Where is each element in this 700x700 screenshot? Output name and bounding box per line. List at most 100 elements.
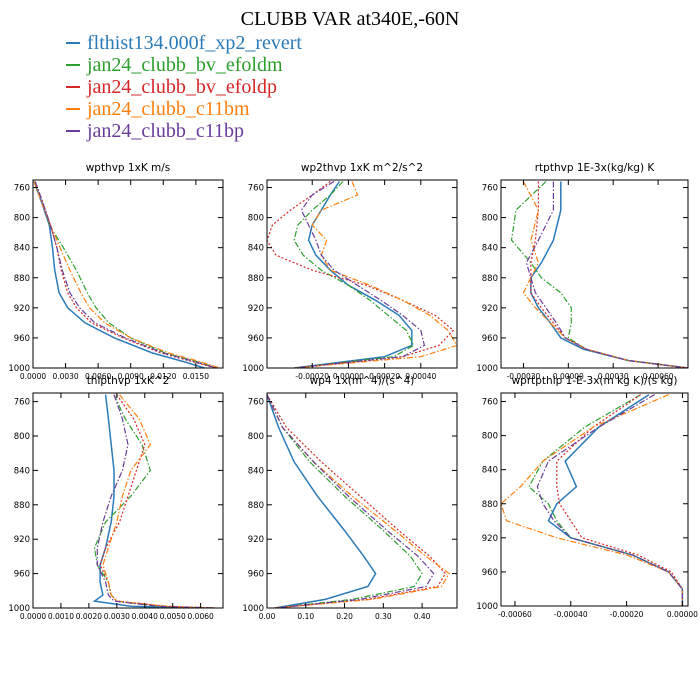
plot-frame — [266, 179, 458, 369]
y-tick-label: 1000 — [8, 604, 30, 614]
y-tick-label: 880 — [482, 500, 498, 510]
x-tick-label: 0.00040 — [405, 372, 436, 381]
series-line — [33, 181, 220, 368]
y-tick-label: 1000 — [8, 364, 30, 374]
figure-title: CLUBB VAR at340E,-60N — [240, 8, 460, 30]
x-tick-label: -0.00020 — [295, 372, 329, 381]
y-tick-label: 960 — [248, 334, 264, 344]
x-tick-label: -0.00020 — [610, 610, 644, 619]
y-tick-label: 800 — [14, 432, 30, 442]
y-tick-label: 920 — [14, 304, 30, 314]
x-tick-label: -0.00030 — [507, 372, 541, 381]
y-tick-label: 800 — [248, 214, 264, 224]
series-line — [99, 394, 215, 608]
plot-frame — [32, 179, 224, 369]
series-line — [536, 394, 684, 606]
x-tick-label: 0.0000 — [20, 612, 46, 621]
x-tick-label: 0.00030 — [598, 372, 629, 381]
plot-frame — [500, 179, 689, 369]
series-line — [530, 181, 688, 368]
y-tick-label: 840 — [14, 244, 30, 254]
legend-line-icon — [66, 130, 80, 132]
series-line — [33, 181, 205, 368]
legend-item: jan24_clubb_c11bp — [66, 120, 302, 142]
series-line — [294, 181, 413, 368]
plot-frame — [500, 392, 689, 607]
x-tick-label: 0.00060 — [643, 372, 674, 381]
legend-label: flthist134.000f_xp2_revert — [87, 31, 302, 54]
subplot-title: thlpthvp 1xK^2 — [87, 375, 170, 387]
series-line — [93, 394, 215, 608]
subplot-title: wpthvp 1xK m/s — [86, 162, 171, 174]
subplot: wp4 1x(m^4)/(s^4)76080084088092096010000… — [242, 375, 458, 621]
y-tick-label: 960 — [482, 334, 498, 344]
series-line — [556, 394, 684, 606]
y-tick-label: 760 — [248, 398, 264, 408]
x-tick-label: 0.00000 — [667, 610, 698, 619]
series-line — [267, 394, 435, 608]
y-tick-label: 840 — [482, 244, 498, 254]
x-tick-label: 0.0010 — [48, 612, 74, 621]
y-tick-label: 960 — [14, 570, 30, 580]
subplot-title: rtpthvp 1E-3x(kg/kg) K — [535, 162, 656, 174]
subplot: wpthvp 1xK m/s76080084088092096010000.00… — [8, 162, 224, 381]
y-tick-label: 840 — [248, 244, 264, 254]
subplot-title: wp4 1x(m^4)/(s^4) — [310, 375, 415, 387]
x-tick-label: 0.0030 — [104, 612, 130, 621]
y-tick-label: 800 — [482, 432, 498, 442]
series-line — [528, 394, 684, 606]
y-tick-label: 760 — [14, 398, 30, 408]
x-tick-label: 0.30 — [375, 612, 392, 621]
series-line — [267, 181, 455, 368]
plot-frame — [266, 392, 458, 609]
y-tick-label: 840 — [248, 466, 264, 476]
legend-item: jan24_clubb_bv_efoldm — [66, 54, 302, 76]
x-tick-label: 0.10 — [297, 612, 314, 621]
x-tick-label: 0.0060 — [85, 372, 111, 381]
y-tick-label: 760 — [248, 184, 264, 194]
y-tick-label: 1000 — [242, 364, 264, 374]
legend-line-icon — [66, 108, 80, 110]
x-tick-label: 0.0120 — [150, 372, 176, 381]
y-tick-label: 1000 — [242, 604, 264, 614]
legend-line-icon — [66, 42, 80, 44]
series-line — [267, 394, 447, 608]
y-tick-label: 960 — [14, 334, 30, 344]
subplot: rtpthvp 1E-3x(kg/kg) K 760 800 840 880 920 960… — [476, 162, 689, 381]
subplot: wp2thvp 1xK m^2/s^2 760 800 840 880 920 960 100… — [242, 162, 458, 381]
x-tick-label: 0.00000 — [553, 372, 584, 381]
y-tick-label: 920 — [482, 534, 498, 544]
y-tick-label: 800 — [14, 214, 30, 224]
y-tick-label: 880 — [248, 501, 264, 511]
legend-item: jan24_clubb_c11bm — [66, 98, 302, 120]
x-tick-label: 0.20 — [336, 612, 353, 621]
x-tick-label: -0.00060 — [498, 610, 532, 619]
y-tick-label: 920 — [14, 535, 30, 545]
y-tick-label: 800 — [482, 214, 498, 224]
y-tick-label: 1000 — [476, 364, 498, 374]
y-tick-label: 840 — [482, 466, 498, 476]
subplot: wprtpthlp 1-E-3x(m kg K)/(s kg) 760 800 840… — [476, 375, 698, 619]
series-line — [267, 394, 377, 608]
y-tick-label: 760 — [482, 398, 498, 408]
y-tick-label: 760 — [482, 184, 498, 194]
series-line — [294, 181, 457, 368]
x-tick-label: 0.00000 — [333, 372, 364, 381]
plot-frame — [32, 392, 224, 609]
series-line — [34, 181, 216, 368]
series-line — [530, 181, 688, 368]
series-line — [522, 181, 688, 368]
legend-line-icon — [66, 64, 80, 66]
legend-label: jan24_clubb_bv_efoldp — [87, 75, 277, 98]
legend-label: jan24_clubb_c11bm — [87, 97, 250, 120]
x-tick-label: 0.00 — [259, 612, 276, 621]
legend-label: jan24_clubb_bv_efoldm — [87, 53, 283, 76]
y-tick-label: 880 — [14, 274, 30, 284]
x-tick-label: 0.00020 — [369, 372, 400, 381]
y-tick-label: 960 — [248, 570, 264, 580]
legend-item: flthist134.000f_xp2_revert — [66, 32, 302, 54]
y-tick-label: 800 — [248, 432, 264, 442]
x-tick-label: 0.0030 — [52, 372, 78, 381]
x-tick-label: 0.40 — [414, 612, 431, 621]
